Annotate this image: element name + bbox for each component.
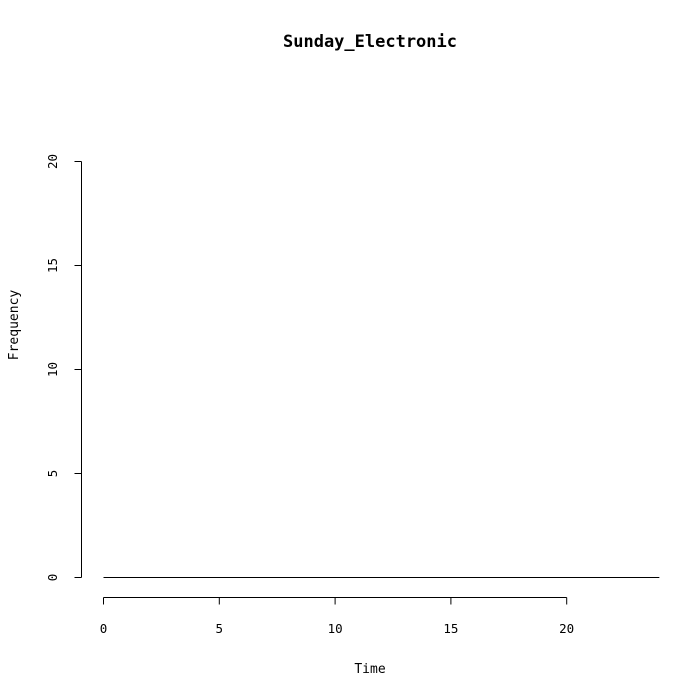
x-tick-label: 10 [328, 621, 343, 636]
y-axis: 0 5 10 15 20 [45, 154, 82, 581]
y-tick-label: 10 [45, 362, 60, 377]
x-tick-label: 20 [559, 621, 574, 636]
x-axis-label: Time [354, 662, 385, 677]
x-tick-label: 5 [216, 621, 224, 636]
y-tick-label: 0 [45, 574, 60, 582]
y-tick-label: 15 [45, 258, 60, 273]
x-tick-label: 15 [443, 621, 458, 636]
y-tick-label: 20 [45, 154, 60, 169]
x-tick-label: 0 [100, 621, 108, 636]
y-tick-label: 5 [45, 470, 60, 478]
y-axis-label: Frequency [7, 290, 22, 361]
chart-title: Sunday_Electronic [283, 32, 457, 52]
x-axis: 0 5 10 15 20 [100, 597, 574, 636]
